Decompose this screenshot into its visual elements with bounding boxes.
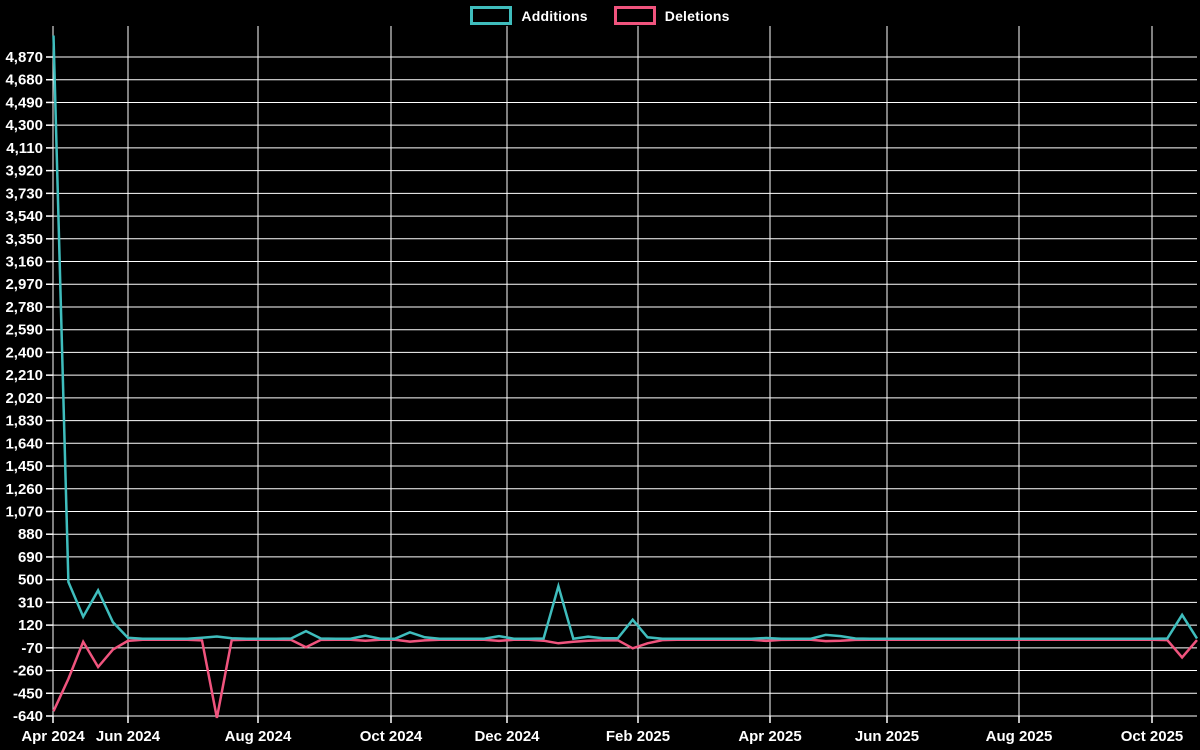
y-tick-label: 500	[18, 572, 43, 589]
y-tick-label: 2,210	[5, 367, 43, 384]
legend-label-additions: Additions	[521, 7, 588, 24]
x-tick-label: Jun 2025	[855, 728, 919, 745]
y-tick-label: 4,300	[5, 117, 43, 134]
y-tick-label: 3,160	[5, 254, 43, 271]
y-tick-label: 4,870	[5, 49, 43, 66]
deletions-line	[52, 638, 1198, 719]
y-tick-label: 3,540	[5, 208, 43, 225]
x-tick-label: Oct 2025	[1121, 728, 1184, 745]
y-tick-label: 1,830	[5, 413, 43, 430]
x-tick-label: Apr 2025	[738, 728, 801, 745]
y-tick-label: 1,070	[5, 503, 43, 520]
y-tick-label: 880	[18, 526, 43, 543]
x-tick-label: Apr 2024	[21, 728, 85, 745]
x-tick-label: Dec 2024	[474, 728, 540, 745]
deletions-swatch-icon	[613, 6, 656, 25]
y-tick-label: -640	[13, 708, 43, 725]
y-tick-label: -70	[21, 640, 43, 657]
y-tick-label: -450	[13, 685, 43, 702]
y-tick-label: 2,400	[5, 344, 43, 361]
y-tick-label: -260	[13, 663, 43, 680]
y-tick-label: 4,680	[5, 72, 43, 89]
additions-swatch-icon	[470, 6, 513, 25]
x-tick-label: Aug 2025	[986, 728, 1053, 745]
y-tick-label: 2,970	[5, 276, 43, 293]
y-tick-label: 310	[18, 594, 43, 611]
y-tick-label: 3,350	[5, 231, 43, 248]
y-tick-label: 2,780	[5, 299, 43, 316]
x-tick-label: Feb 2025	[606, 728, 670, 745]
y-tick-label: 690	[18, 549, 43, 566]
legend-item-deletions: Deletions	[613, 6, 730, 25]
y-tick-label: 3,730	[5, 185, 43, 202]
x-tick-label: Aug 2024	[225, 728, 292, 745]
x-tick-label: Oct 2024	[360, 728, 423, 745]
legend-label-deletions: Deletions	[664, 7, 730, 24]
y-tick-label: 1,640	[5, 435, 43, 452]
y-tick-label: 2,020	[5, 390, 43, 407]
x-tick-label: Jun 2024	[96, 728, 161, 745]
y-tick-label: 4,110	[6, 140, 43, 157]
y-tick-label: 1,260	[5, 481, 43, 498]
y-tick-label: 1,450	[5, 458, 43, 475]
additions-line	[52, 35, 1199, 641]
y-tick-label: 2,590	[5, 322, 43, 339]
y-tick-label: 3,920	[5, 163, 43, 180]
legend-item-additions: Additions	[470, 6, 588, 25]
y-tick-label: 4,490	[5, 94, 43, 111]
chart-legend: Additions Deletions	[0, 6, 1200, 25]
y-tick-label: 120	[18, 617, 43, 634]
